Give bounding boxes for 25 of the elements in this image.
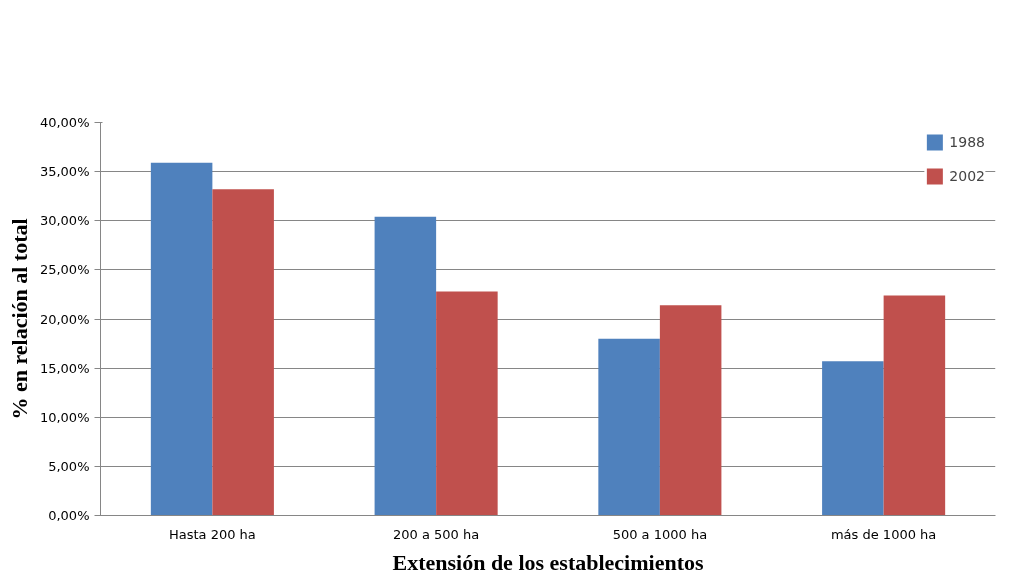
y-tick-label: 10,00% bbox=[39, 409, 90, 425]
y-tick-label: 5,00% bbox=[48, 458, 90, 474]
bar bbox=[883, 295, 946, 516]
bar bbox=[436, 291, 498, 516]
legend-label: 2002 bbox=[949, 168, 985, 184]
x-axis-title: Extensión de los establecimientos bbox=[392, 549, 704, 575]
y-tick-label: 20,00% bbox=[39, 311, 90, 327]
bar bbox=[598, 338, 660, 516]
y-tick-label: 35,00% bbox=[39, 164, 90, 180]
bar bbox=[659, 305, 722, 516]
y-tick-label: 40,00% bbox=[39, 115, 90, 130]
y-tick-label: 0,00% bbox=[48, 508, 90, 523]
bar bbox=[374, 216, 437, 516]
bar bbox=[822, 361, 884, 516]
y-tick-label: 25,00% bbox=[39, 262, 90, 278]
y-axis-title: % en relación al total bbox=[6, 218, 32, 420]
legend-label: 1988 bbox=[949, 134, 985, 150]
y-tick-label: 30,00% bbox=[39, 213, 90, 229]
bar bbox=[150, 162, 213, 516]
x-tick-label: Hasta 200 ha bbox=[168, 526, 256, 542]
x-tick-label: 200 a 500 ha bbox=[393, 526, 480, 542]
x-tick-label: 500 a 1000 ha bbox=[612, 526, 708, 542]
y-tick-label: 15,00% bbox=[39, 360, 90, 376]
x-tick-label: más de 1000 ha bbox=[830, 526, 937, 542]
bar bbox=[212, 189, 274, 516]
